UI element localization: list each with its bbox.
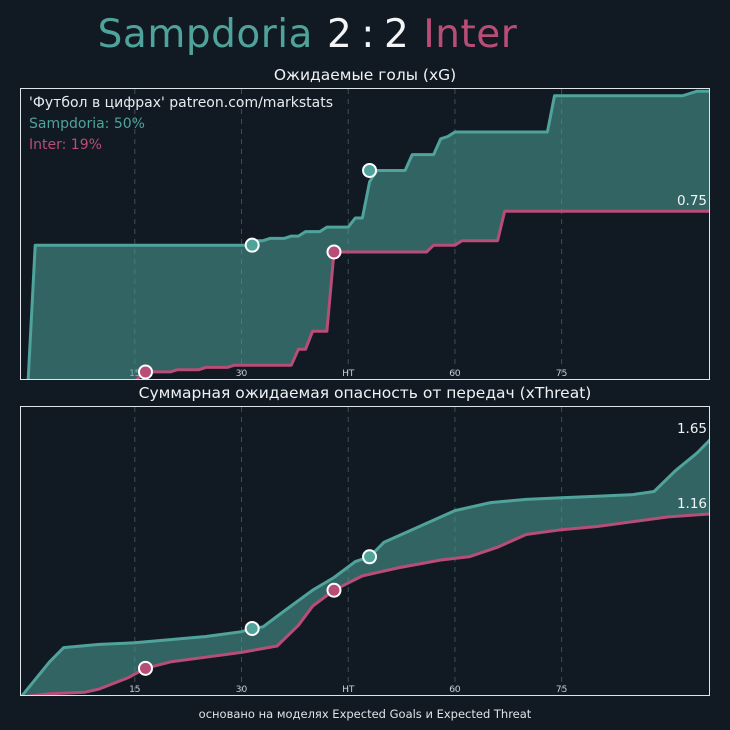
xg-x-tick-label: 75 [556, 369, 567, 379]
scoreline: Sampdoria 2:2 Inter [0, 12, 615, 57]
xt-chart-svg: 15 30 HT 60 75 1.65 1.16 [21, 407, 709, 695]
xg-goal-marker-inter [326, 244, 342, 260]
xg-goal-marker-sampdoria [362, 162, 378, 178]
home-team-name: Sampdoria [97, 12, 313, 57]
xt-goal-marker-inter [137, 660, 153, 676]
footer-note: основано на моделях Expected Goals и Exp… [198, 707, 532, 721]
away-score: 2 [383, 12, 410, 57]
xg-x-tick-label: 30 [236, 369, 248, 379]
score-separator: : [361, 12, 375, 57]
xt-line-sampdoria [21, 438, 709, 695]
legend-home: Sampdoria: 50% [29, 116, 145, 132]
xt-goal-marker-sampdoria [244, 620, 260, 636]
xt-x-tick-label: 15 [129, 685, 140, 695]
xg-goal-marker-sampdoria [244, 237, 260, 253]
xt-x-tick-label: 60 [449, 685, 461, 695]
legend-away: Inter: 19% [29, 137, 102, 153]
score: 2:2 [327, 12, 409, 57]
xg-line-inter [134, 209, 709, 379]
away-team-name: Inter [423, 12, 518, 57]
xt-x-tick-label: HT [342, 685, 355, 695]
xt-goal-marker-sampdoria [362, 549, 378, 565]
xt-difference-area [22, 440, 709, 695]
xt-goal-marker-inter [326, 582, 342, 598]
home-score: 2 [326, 12, 353, 57]
xt-x-tick-label: 75 [556, 685, 567, 695]
xg-chart-title: Ожидаемые голы (xG) [273, 66, 457, 84]
xg-end-label-inter: 0.75 [677, 193, 707, 209]
xg-line-sampdoria [26, 89, 709, 379]
xg-x-tick-label: HT [342, 369, 355, 379]
xt-x-tick-label: 30 [236, 685, 248, 695]
xt-end-label-sampdoria: 1.65 [677, 421, 707, 437]
legend: 'Футбол в цифрах' patreon.com/markstats … [29, 93, 333, 156]
xt-chart-title: Суммарная ожидаемая опасность от передач… [138, 384, 592, 402]
credit-text: 'Футбол в цифрах' patreon.com/markstats [29, 95, 334, 111]
xt-chart: 15 30 HT 60 75 1.65 1.16 [20, 406, 710, 696]
xg-goal-marker-inter [137, 364, 153, 379]
xg-difference-area [28, 91, 709, 379]
xg-x-tick-label: 60 [449, 369, 461, 379]
xt-line-inter [25, 512, 709, 695]
xt-end-label-inter: 1.16 [677, 496, 707, 512]
